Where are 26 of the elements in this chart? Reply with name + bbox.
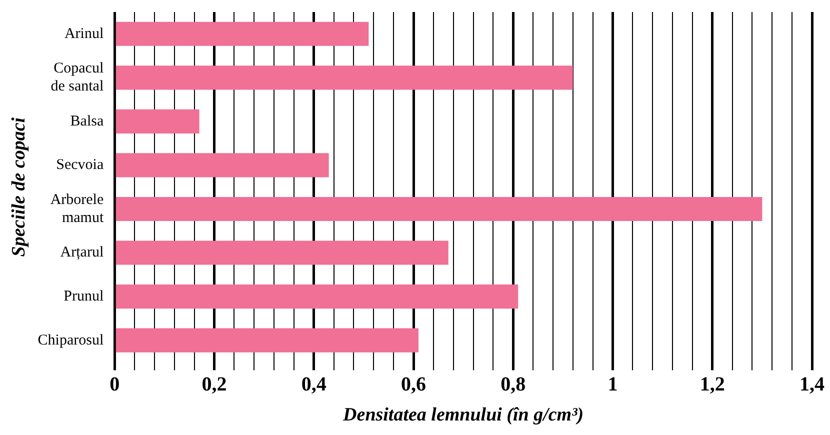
x-tick-label: 0 xyxy=(110,373,120,396)
bar xyxy=(116,284,518,309)
y-tick-label: Arborele mamut xyxy=(50,192,104,226)
bar xyxy=(116,196,762,222)
bar xyxy=(116,240,448,265)
bar xyxy=(116,22,369,46)
bar xyxy=(116,328,418,352)
y-tick-label: Chiparosul xyxy=(38,332,104,348)
bar xyxy=(116,66,573,90)
x-tick-label: 0,6 xyxy=(401,373,426,396)
y-axis-title: Speciile de copaci xyxy=(8,116,30,257)
x-tick-label: 0,4 xyxy=(301,373,326,396)
x-tick-label: 0,2 xyxy=(202,373,227,396)
y-tick-label: Prunul xyxy=(64,288,104,304)
bar xyxy=(116,153,329,178)
x-tick-label: 0,8 xyxy=(500,373,526,396)
bar xyxy=(116,109,200,134)
y-tick-label: Secvoia xyxy=(56,157,104,174)
y-tick-label: Copacul de santal xyxy=(50,60,104,95)
y-tick-label: Balsa xyxy=(70,113,104,130)
x-tick-label: 1,2 xyxy=(700,373,725,396)
x-axis-title: Densitatea lemnului (în g/cm³) xyxy=(342,404,584,426)
x-tick-label: 1 xyxy=(608,373,618,396)
y-tick-label: Arțarul xyxy=(60,244,104,261)
y-tick-label: Arinul xyxy=(64,26,104,42)
x-tick-label: 1,4 xyxy=(800,373,824,396)
